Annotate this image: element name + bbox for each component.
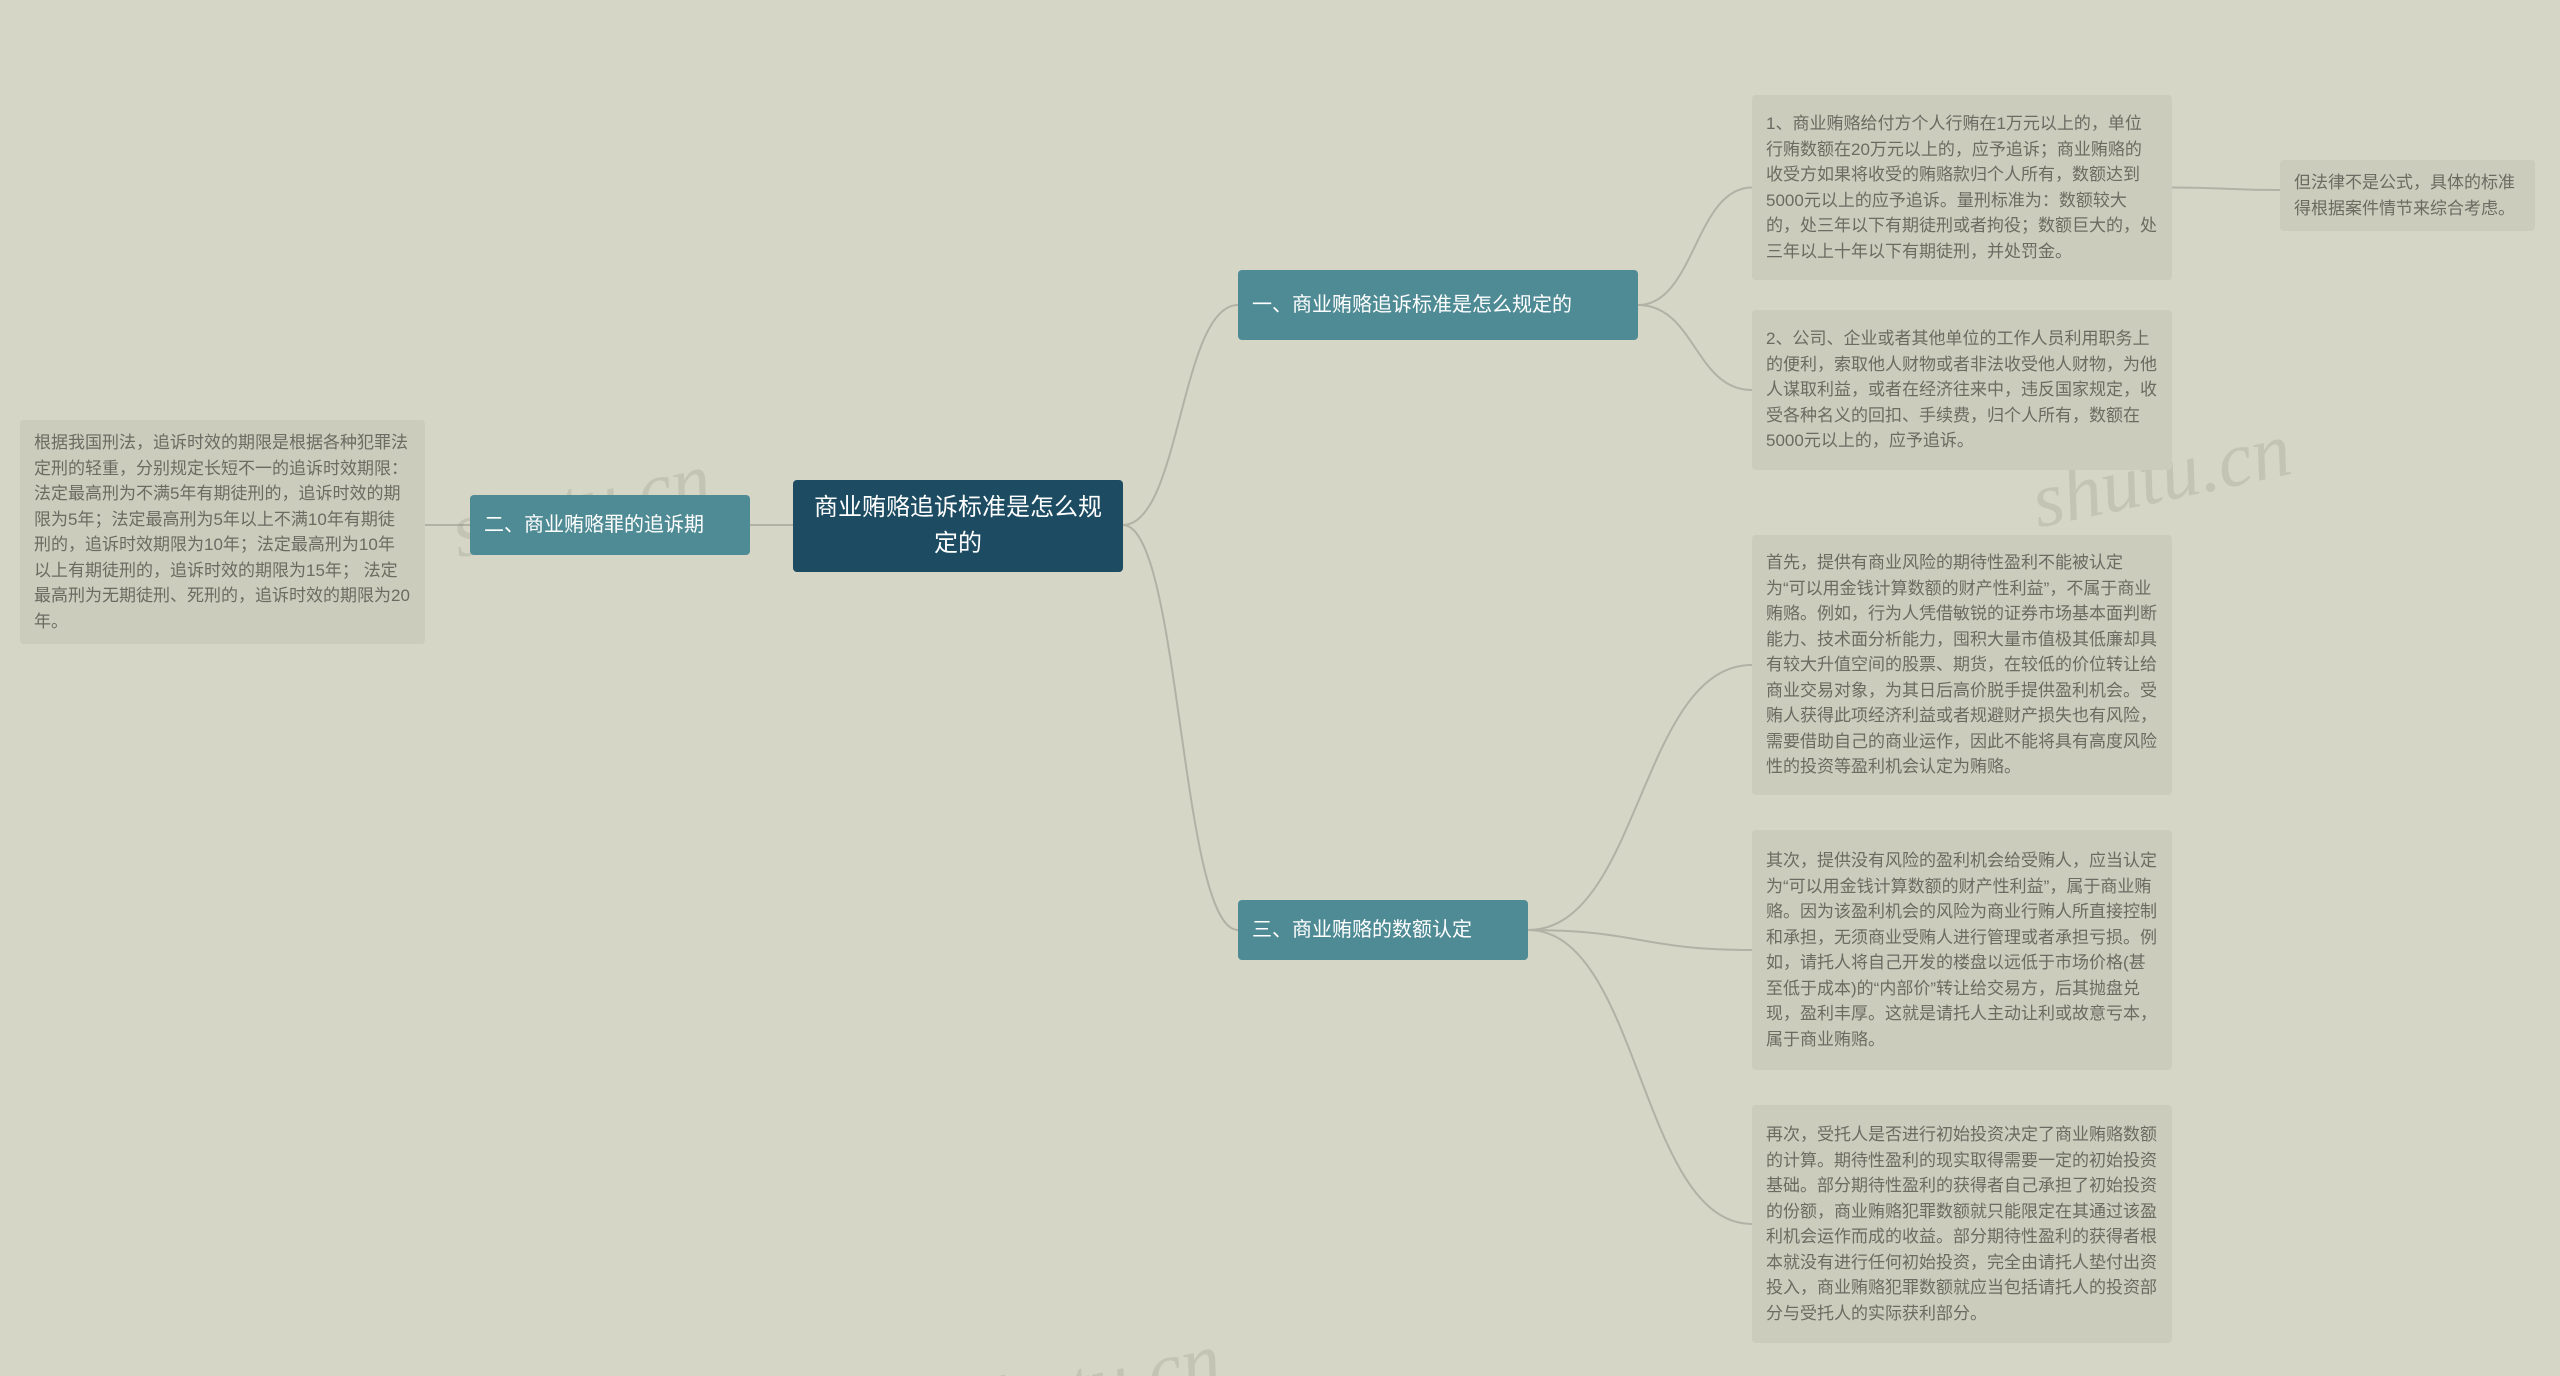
branch-3-child-0: 首先，提供有商业风险的期待性盈利不能被认定为“可以用金钱计算数额的财产性利益”，…: [1752, 535, 2172, 795]
branch-1-child-1: 2、公司、企业或者其他单位的工作人员利用职务上的便利，索取他人财物或者非法收受他…: [1752, 310, 2172, 470]
branch-2-child-0-label: 根据我国刑法，追诉时效的期限是根据各种犯罪法定刑的轻重，分别规定长短不一的追诉时…: [34, 430, 411, 634]
branch-3-child-0-label: 首先，提供有商业风险的期待性盈利不能被认定为“可以用金钱计算数额的财产性利益”，…: [1766, 550, 2158, 780]
branch-1-child-0-sub-0-label: 但法律不是公式，具体的标准得根据案件情节来综合考虑。: [2294, 170, 2521, 221]
branch-1-child-1-label: 2、公司、企业或者其他单位的工作人员利用职务上的便利，索取他人财物或者非法收受他…: [1766, 326, 2158, 454]
branch-1: 一、商业贿赂追诉标准是怎么规定的: [1238, 270, 1638, 340]
branch-1-child-0-label: 1、商业贿赂给付方个人行贿在1万元以上的，单位行贿数额在20万元以上的，应予追诉…: [1766, 111, 2158, 264]
root-node-label: 商业贿赂追诉标准是怎么规定的: [807, 490, 1109, 562]
branch-3-child-1-label: 其次，提供没有风险的盈利机会给受贿人，应当认定为“可以用金钱计算数额的财产性利益…: [1766, 848, 2158, 1052]
watermark: shutu.cn: [954, 1314, 1229, 1376]
branch-2-child-0: 根据我国刑法，追诉时效的期限是根据各种犯罪法定刑的轻重，分别规定长短不一的追诉时…: [20, 420, 425, 644]
root-node: 商业贿赂追诉标准是怎么规定的: [793, 480, 1123, 572]
mindmap-canvas: shutu.cnshutu.cnshutu.cn商业贿赂追诉标准是怎么规定的一、…: [0, 0, 2560, 1376]
branch-3-child-1: 其次，提供没有风险的盈利机会给受贿人，应当认定为“可以用金钱计算数额的财产性利益…: [1752, 830, 2172, 1070]
branch-3-child-2-label: 再次，受托人是否进行初始投资决定了商业贿赂数额的计算。期待性盈利的现实取得需要一…: [1766, 1122, 2158, 1326]
branch-1-label: 一、商业贿赂追诉标准是怎么规定的: [1252, 290, 1572, 320]
branch-3-child-2: 再次，受托人是否进行初始投资决定了商业贿赂数额的计算。期待性盈利的现实取得需要一…: [1752, 1105, 2172, 1343]
branch-2: 二、商业贿赂罪的追诉期: [470, 495, 750, 555]
branch-1-child-0: 1、商业贿赂给付方个人行贿在1万元以上的，单位行贿数额在20万元以上的，应予追诉…: [1752, 95, 2172, 280]
branch-2-label: 二、商业贿赂罪的追诉期: [484, 510, 704, 540]
branch-3: 三、商业贿赂的数额认定: [1238, 900, 1528, 960]
branch-1-child-0-sub-0: 但法律不是公式，具体的标准得根据案件情节来综合考虑。: [2280, 160, 2535, 231]
branch-3-label: 三、商业贿赂的数额认定: [1252, 915, 1472, 945]
